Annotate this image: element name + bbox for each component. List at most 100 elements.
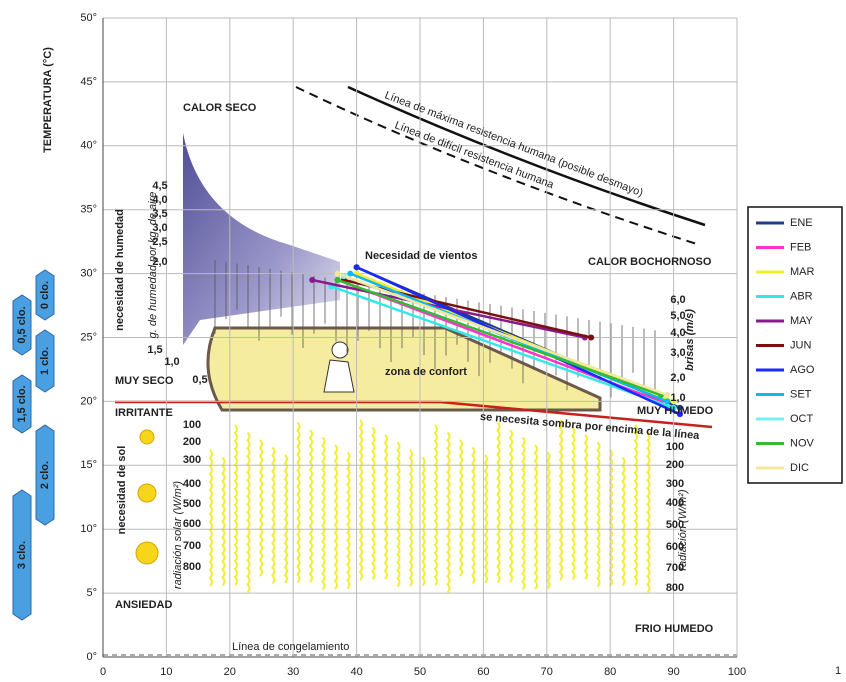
heat-wave [248, 433, 250, 593]
y-tick-label: 45° [80, 76, 97, 88]
legend-label: DIC [790, 462, 809, 474]
annotation: Línea de congelamiento [232, 641, 349, 653]
radiation-left: 800 [183, 561, 201, 573]
y-tick-label: 20° [80, 395, 97, 407]
y-tick-label: 15° [80, 459, 97, 471]
heat-wave [635, 425, 637, 585]
radiation-left: 100 [183, 419, 201, 431]
humidity-labels: 2,5 [152, 236, 167, 248]
x-tick-label: 50 [414, 666, 426, 678]
clo-label: 2 clo. [39, 461, 51, 489]
x-tick-label: 60 [477, 666, 489, 678]
y-axis-label: TEMPERATURA (°C) [42, 47, 54, 153]
annotation: MUY SECO [115, 375, 174, 387]
radiation-right: 800 [666, 582, 684, 594]
radiation-right: 600 [666, 541, 684, 553]
annotation: MUY HUMEDO [637, 405, 714, 417]
heat-wave [410, 450, 412, 586]
x-tick-label: 40 [350, 666, 362, 678]
radiation-right: 500 [666, 519, 684, 531]
x-tick-label: 70 [541, 666, 553, 678]
humidity-labels: 4,5 [152, 180, 167, 192]
annotation: Necesidad de vientos [365, 250, 478, 262]
legend-label: SET [790, 388, 812, 400]
y-tick-label: 10° [80, 523, 97, 535]
annotation: necesidad de humedad [114, 209, 126, 331]
wind-labels: 6,0 [670, 294, 685, 306]
annotation: ANSIEDAD [115, 599, 173, 611]
clo-tags: 0 clo. 0,5 clo. 1 clo. 1,5 clo. 2 clo. 3 clo. [13, 270, 54, 620]
annotation: CALOR BOCHORNOSO [588, 256, 712, 268]
heat-wave [360, 420, 362, 580]
annotation: IRRITANTE [115, 407, 173, 419]
x-tick-label: 20 [224, 666, 236, 678]
clo-label: 0,5 clo. [16, 306, 28, 343]
heat-wave [348, 453, 350, 589]
radiation-left: 500 [183, 498, 201, 510]
heat-wave [298, 423, 300, 583]
heat-wave [585, 435, 587, 579]
annotation: necesidad de sol [116, 446, 128, 535]
series-point [309, 277, 315, 283]
heat-wave [473, 448, 475, 584]
radiation-right: 400 [666, 497, 684, 509]
series-point [354, 264, 360, 270]
heat-wave [423, 458, 425, 586]
heat-wave [485, 455, 487, 583]
heat-wave [460, 440, 462, 576]
heat-wave [573, 428, 575, 580]
heat-wave [623, 458, 625, 586]
y-tick-label: 40° [80, 140, 97, 152]
clo-label: 1 clo. [39, 347, 51, 375]
legend-label: NOV [790, 437, 815, 449]
radiation-right: 200 [666, 459, 684, 471]
heat-wave [323, 438, 325, 590]
y-tick-label: 25° [80, 331, 97, 343]
wind-labels: 4,0 [670, 327, 685, 339]
clo-label: 3 clo. [16, 541, 28, 569]
max-resistance-line [348, 87, 705, 225]
annotation: brisas (m/s) [684, 309, 696, 371]
wind-labels: 3,0 [670, 347, 685, 359]
legend-label: MAY [790, 315, 814, 327]
y-tick-label: 30° [80, 268, 97, 280]
humidity-labels: 3,0 [152, 222, 167, 234]
heat-wave [335, 445, 337, 589]
x-tick-label: 100 [728, 666, 746, 678]
clo-label: 0 clo. [39, 281, 51, 309]
legend-label: JUN [790, 339, 811, 351]
radiation-left: 300 [183, 454, 201, 466]
heat-wave [310, 430, 312, 582]
humidity-labels: 3,5 [152, 208, 167, 220]
legend-label: ENE [790, 217, 813, 229]
heat-wave [273, 448, 275, 584]
y-tick-label: 50° [80, 12, 97, 24]
x-tick-label: 90 [667, 666, 679, 678]
humidity-labels: 0,5 [192, 374, 207, 386]
x-tick-label: 30 [287, 666, 299, 678]
heat-wave [285, 455, 287, 583]
radiation-right: 100 [666, 441, 684, 453]
heat-wave [535, 445, 537, 589]
heat-wave [223, 458, 225, 586]
heat-wave [648, 433, 650, 593]
heat-wave [448, 433, 450, 593]
chart: 0 clo. 0,5 clo. 1 clo. 1,5 clo. 2 clo. 3 clo.… [0, 0, 846, 682]
heat-wave [210, 450, 212, 586]
page: 0 clo. 0,5 clo. 1 clo. 1,5 clo. 2 clo. 3 clo.… [0, 0, 846, 682]
heat-wave [510, 430, 512, 582]
wind-labels: 2,0 [670, 372, 685, 384]
heat-wave [523, 438, 525, 590]
sun-icons [136, 430, 158, 564]
radiation-left: 700 [183, 540, 201, 552]
heat-wave [385, 435, 387, 579]
radiation-left: 400 [183, 478, 201, 490]
legend-label: FEB [790, 241, 811, 253]
heat-wave [498, 423, 500, 583]
annotation: zona de confort [385, 366, 467, 378]
radiation-right: 700 [666, 562, 684, 574]
legend-label: OCT [790, 413, 814, 425]
humidity-labels: 2,0 [152, 256, 167, 268]
humidity-labels: 1,5 [147, 344, 162, 356]
clo-label: 1,5 clo. [16, 385, 28, 422]
